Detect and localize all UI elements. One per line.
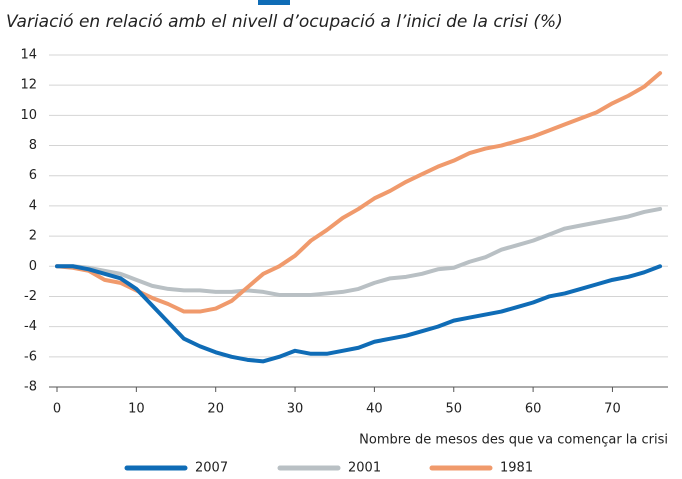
y-tick-label: -2	[24, 289, 37, 304]
x-tick-label: 0	[53, 402, 61, 417]
y-tick-label: -8	[24, 380, 37, 395]
x-tick-label: 40	[366, 402, 383, 417]
series-line	[55, 264, 663, 364]
series-line	[55, 206, 663, 297]
y-tick-label: -4	[24, 319, 37, 334]
x-tick-label: 30	[287, 402, 304, 417]
y-tick-label: 8	[29, 138, 37, 153]
header-fragment	[258, 0, 290, 5]
y-tick-label: -6	[24, 349, 37, 364]
y-tick-label: 2	[29, 229, 37, 244]
x-tick-label: 60	[525, 402, 542, 417]
y-tick-label: 4	[29, 198, 37, 213]
x-tick-label: 10	[128, 402, 145, 417]
chart-title: Variació en relació amb el nivell d’ocup…	[6, 12, 563, 32]
legend-label: 2007	[195, 461, 228, 476]
y-tick-label: 14	[20, 48, 37, 63]
legend-label: 2001	[348, 461, 381, 476]
y-tick-label: 10	[20, 108, 37, 123]
legend-label: 1981	[500, 461, 533, 476]
series-line	[55, 71, 663, 314]
x-axis-label: Nombre de mesos des que va començar la c…	[359, 433, 668, 448]
x-tick-label: 20	[207, 402, 224, 417]
x-tick-label: 50	[445, 402, 462, 417]
y-tick-label: 12	[20, 78, 37, 93]
y-tick-label: 0	[29, 259, 37, 274]
y-tick-label: 6	[29, 168, 37, 183]
x-tick-label: 70	[604, 402, 621, 417]
